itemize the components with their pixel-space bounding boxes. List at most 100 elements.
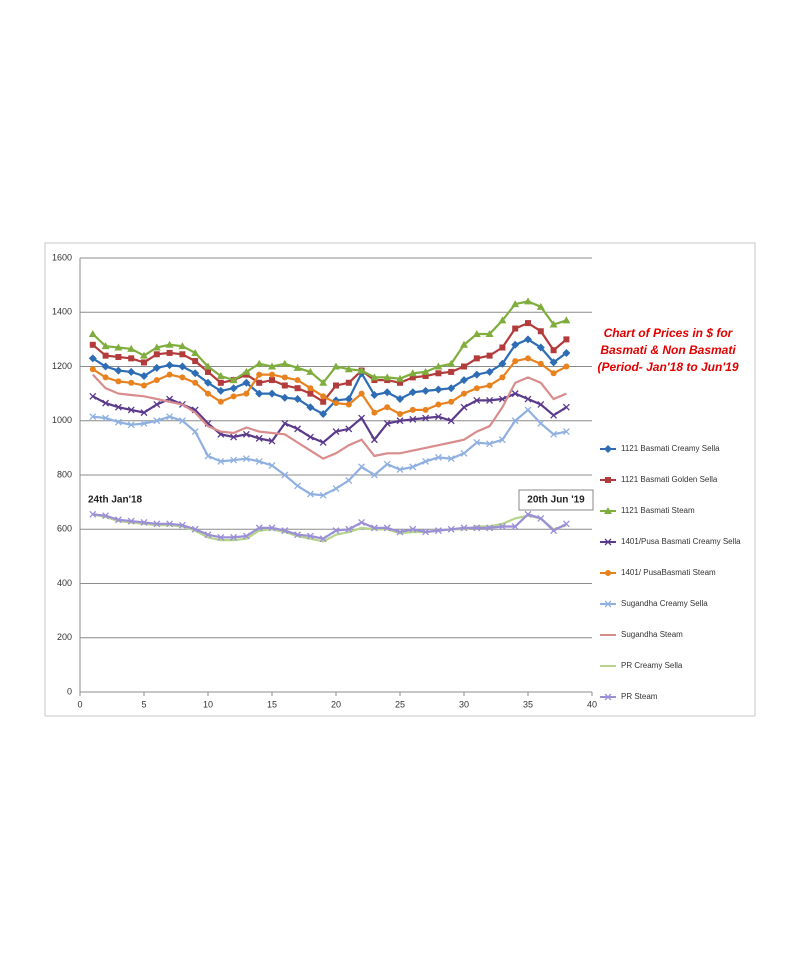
marker xyxy=(191,348,200,356)
x-tick-label: 25 xyxy=(395,699,405,709)
marker xyxy=(447,455,455,463)
marker xyxy=(217,379,224,386)
marker xyxy=(165,340,174,348)
marker xyxy=(461,390,467,397)
marker xyxy=(178,417,186,425)
marker xyxy=(306,532,314,540)
marker xyxy=(269,377,275,384)
y-tick-label: 1000 xyxy=(52,415,72,425)
marker xyxy=(332,428,340,436)
marker xyxy=(357,366,366,374)
marker xyxy=(153,401,161,408)
marker xyxy=(447,384,456,393)
marker xyxy=(447,359,456,367)
marker xyxy=(486,396,494,404)
marker xyxy=(537,420,545,427)
marker xyxy=(486,352,493,359)
marker xyxy=(447,417,455,425)
marker xyxy=(396,466,404,474)
marker xyxy=(396,528,404,536)
marker xyxy=(255,524,263,532)
marker xyxy=(319,438,327,446)
marker xyxy=(255,434,263,442)
marker xyxy=(460,403,468,411)
marker xyxy=(434,527,442,535)
y-tick-label: 1600 xyxy=(52,252,72,262)
marker xyxy=(307,385,314,392)
marker xyxy=(396,417,404,425)
marker xyxy=(319,491,327,499)
marker xyxy=(460,524,468,532)
marker xyxy=(512,325,519,332)
marker xyxy=(537,328,544,335)
marker xyxy=(472,329,481,337)
marker xyxy=(562,520,570,528)
marker xyxy=(460,449,468,457)
marker xyxy=(294,385,301,392)
marker xyxy=(293,363,302,371)
marker xyxy=(89,341,96,348)
marker xyxy=(332,362,340,370)
marker xyxy=(89,366,96,373)
marker xyxy=(204,378,212,387)
legend-label: 1401/ PusaBasmati Steam xyxy=(621,568,716,577)
marker xyxy=(499,344,506,351)
marker xyxy=(128,379,135,386)
marker xyxy=(383,524,391,532)
marker xyxy=(498,359,507,368)
marker xyxy=(229,384,238,393)
marker xyxy=(421,367,430,375)
marker xyxy=(242,430,250,438)
marker xyxy=(114,418,122,426)
marker xyxy=(320,398,327,405)
marker xyxy=(409,525,417,533)
marker xyxy=(101,362,110,371)
marker xyxy=(498,436,506,444)
marker xyxy=(294,531,302,539)
marker xyxy=(140,420,148,427)
marker xyxy=(165,361,174,370)
marker xyxy=(230,433,238,441)
marker xyxy=(370,390,379,399)
marker xyxy=(204,531,212,539)
marker xyxy=(384,404,391,411)
marker xyxy=(191,369,200,378)
marker xyxy=(268,437,276,445)
marker xyxy=(268,389,276,398)
y-tick-label: 600 xyxy=(57,524,72,534)
marker xyxy=(396,395,404,404)
marker xyxy=(409,415,417,423)
series-line xyxy=(92,392,567,444)
x-tick-label: 30 xyxy=(459,699,469,709)
marker xyxy=(562,316,571,324)
marker xyxy=(549,320,558,328)
y-tick-label: 800 xyxy=(57,469,72,479)
marker xyxy=(268,362,276,370)
marker xyxy=(152,343,161,351)
chart-title: Basmati & Non Basmati xyxy=(600,343,736,357)
marker xyxy=(435,401,442,408)
marker xyxy=(358,390,365,397)
marker xyxy=(281,527,289,535)
marker xyxy=(383,388,392,397)
marker xyxy=(153,377,160,384)
marker xyxy=(383,460,391,468)
marker xyxy=(140,519,148,526)
marker xyxy=(447,525,455,533)
legend-label: Sugandha Steam xyxy=(621,630,683,639)
marker xyxy=(511,417,519,425)
marker xyxy=(511,523,519,530)
marker xyxy=(153,351,160,358)
y-tick-label: 400 xyxy=(57,578,72,588)
series-line xyxy=(92,513,567,540)
marker xyxy=(216,371,225,379)
marker xyxy=(306,367,315,375)
marker xyxy=(460,376,468,385)
marker xyxy=(127,517,135,525)
marker xyxy=(115,354,122,361)
marker xyxy=(320,393,327,400)
marker xyxy=(422,528,430,536)
marker xyxy=(472,370,481,379)
marker xyxy=(217,398,224,405)
marker xyxy=(370,524,378,532)
